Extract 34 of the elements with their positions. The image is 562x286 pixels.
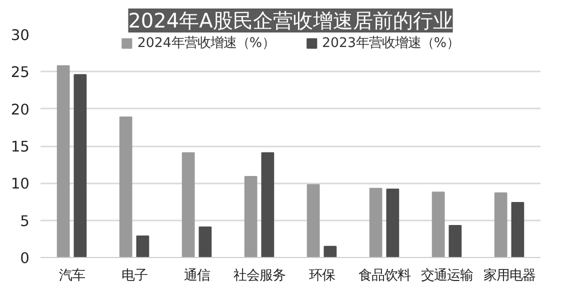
y-tick-label: 15 (10, 138, 30, 156)
y-tick-label: 10 (10, 176, 30, 193)
y-tick-label: 25 (10, 64, 30, 82)
x-tick-label: 环保 (308, 268, 335, 284)
bar (369, 188, 382, 258)
bar (448, 225, 462, 258)
bar (261, 152, 274, 258)
bar (432, 192, 445, 258)
bar (494, 192, 508, 258)
x-tick-label: 电子 (121, 268, 148, 284)
bar (136, 235, 150, 258)
bar (182, 152, 195, 258)
x-tick-label: 通信 (184, 268, 210, 284)
bar (306, 184, 320, 258)
legend-label: 2023年营收增速（%） (322, 34, 460, 52)
bar (119, 116, 132, 258)
x-tick-label: 交通运输 (420, 268, 473, 284)
x-tick-label: 社会服务 (233, 268, 286, 284)
x-tick-label: 食品饮料 (358, 268, 410, 284)
chart-title: 2024年A股民企营收增速居前的行业 (128, 8, 453, 32)
bar (56, 65, 70, 258)
bar (198, 226, 212, 258)
bar (511, 202, 524, 258)
y-tick-label: 5 (20, 212, 30, 230)
bar (244, 176, 258, 258)
bar (74, 74, 87, 258)
bar (324, 246, 337, 258)
legend-label: 2024年营收增速（%） (137, 34, 275, 52)
y-tick-label: 0 (20, 250, 30, 267)
x-tick-label: 家用电器 (483, 268, 536, 284)
bar (386, 188, 400, 258)
x-tick-label: 汽车 (58, 268, 85, 284)
y-tick-label: 30 (10, 27, 30, 44)
y-tick-label: 20 (10, 101, 30, 118)
